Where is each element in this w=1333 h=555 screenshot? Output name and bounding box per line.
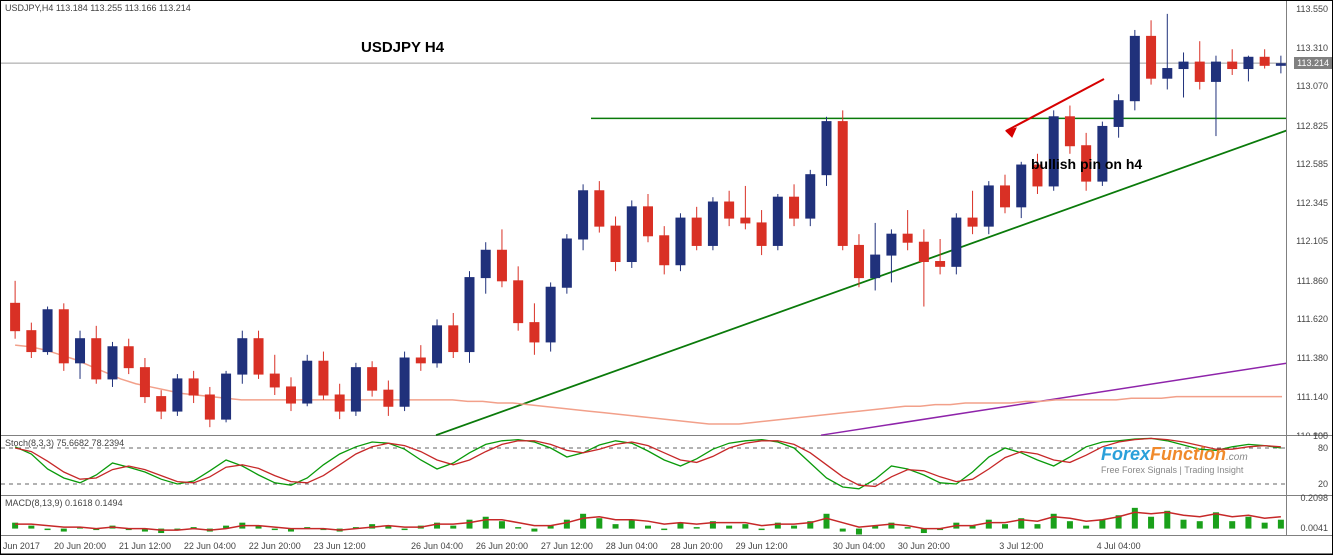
macd-yaxis: 0.20980.0041 — [1286, 496, 1332, 535]
stoch-overlay — [1, 436, 1289, 496]
macd-info: MACD(8,13,9) 0.1618 0.1494 — [5, 498, 123, 508]
forexfunction-logo: ForexFunction.com Free Forex Signals | T… — [1101, 444, 1248, 475]
main-overlay — [1, 1, 1289, 436]
symbol-ohlc: USDJPY,H4 113.184 113.255 113.166 113.21… — [5, 3, 191, 13]
stochastic-panel[interactable]: Stoch(8,3,3) 75.6682 78.2394 2080100 For… — [1, 436, 1332, 496]
stoch-yaxis: 2080100 — [1286, 436, 1332, 495]
annotation-bullish-pin: bullish pin on h4 — [1031, 156, 1142, 172]
time-xaxis: 20 Jun 201720 Jun 20:0021 Jun 12:0022 Ju… — [1, 536, 1332, 554]
macd-overlay — [1, 496, 1289, 536]
macd-panel[interactable]: MACD(8,13,9) 0.1618 0.1494 0.20980.0041 — [1, 496, 1332, 536]
stoch-info: Stoch(8,3,3) 75.6682 78.2394 — [5, 438, 124, 448]
chart-root: { "canvas":{"w":1333,"h":555}, "plot":{"… — [0, 0, 1333, 555]
chart-title: USDJPY H4 — [361, 39, 444, 56]
main-price-panel[interactable]: USDJPY,H4 113.184 113.255 113.166 113.21… — [1, 1, 1332, 436]
